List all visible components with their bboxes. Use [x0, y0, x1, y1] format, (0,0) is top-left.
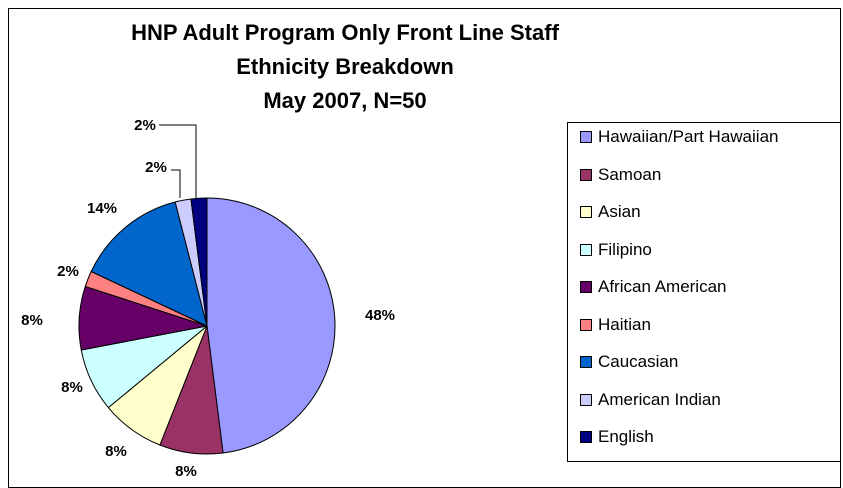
legend-item: Haitian: [580, 313, 651, 337]
legend-swatch: [580, 356, 592, 368]
slice-label-hawaiian-part-hawaiian: 48%: [365, 307, 395, 324]
legend-swatch: [580, 243, 592, 256]
legend-label: African American: [598, 277, 727, 296]
legend-swatch: [580, 131, 592, 143]
slice-label-haitian: 2%: [57, 263, 79, 280]
slice-label-english: 2%: [134, 117, 156, 134]
legend-swatch: [580, 206, 592, 218]
slice-label-african-american: 8%: [21, 312, 43, 329]
legend-swatch: [580, 168, 592, 181]
pie-slice-hawaiian-part-hawaiian: [206, 197, 336, 454]
legend-label: American Indian: [598, 389, 721, 409]
legend-label: Haitian: [598, 314, 651, 334]
legend: Hawaiian/Part Hawaiian Samoan Asian Filipin…: [567, 122, 841, 462]
slice-label-american-indian: 2%: [145, 159, 167, 176]
legend-item: Hawaiian/Part Hawaiian: [580, 125, 778, 149]
legend-item: Asian: [580, 200, 641, 224]
leader-line: [171, 169, 181, 198]
legend-label: Hawaiian/Part Hawaiian: [598, 127, 779, 146]
legend-swatch: [580, 318, 592, 331]
leader-line: [159, 124, 197, 198]
legend-item: English: [580, 425, 654, 449]
legend-label: Samoan: [598, 164, 662, 184]
legend-label: Caucasian: [598, 352, 679, 371]
pie-slice-english: [190, 197, 208, 327]
legend-item: American Indian: [580, 388, 721, 412]
slice-label-asian: 8%: [105, 443, 127, 460]
legend-item: Caucasian: [580, 350, 678, 374]
legend-swatch: [580, 393, 592, 406]
legend-label: English: [598, 427, 654, 446]
slice-label-caucasian: 14%: [87, 200, 117, 217]
legend-label: Asian: [598, 202, 641, 221]
legend-item: Samoan: [580, 163, 661, 187]
pie-slice-caucasian: [90, 201, 208, 327]
chart-title-line-2: Ethnicity Breakdown: [236, 54, 454, 79]
chart-title-line-3: May 2007, N=50: [263, 88, 427, 113]
slice-label-filipino: 8%: [61, 379, 83, 396]
slice-label-samoan: 8%: [175, 463, 197, 478]
legend-swatch: [580, 431, 592, 443]
pie-chart: 48% 8% 8% 8% 8% 2% 14% 2% 2%: [21, 117, 395, 478]
legend-item: Filipino: [580, 238, 652, 262]
legend-label: Filipino: [598, 239, 652, 259]
chart-title-line-1: HNP Adult Program Only Front Line Staff: [131, 20, 559, 45]
legend-swatch: [580, 281, 592, 293]
legend-item: African American: [580, 275, 727, 299]
